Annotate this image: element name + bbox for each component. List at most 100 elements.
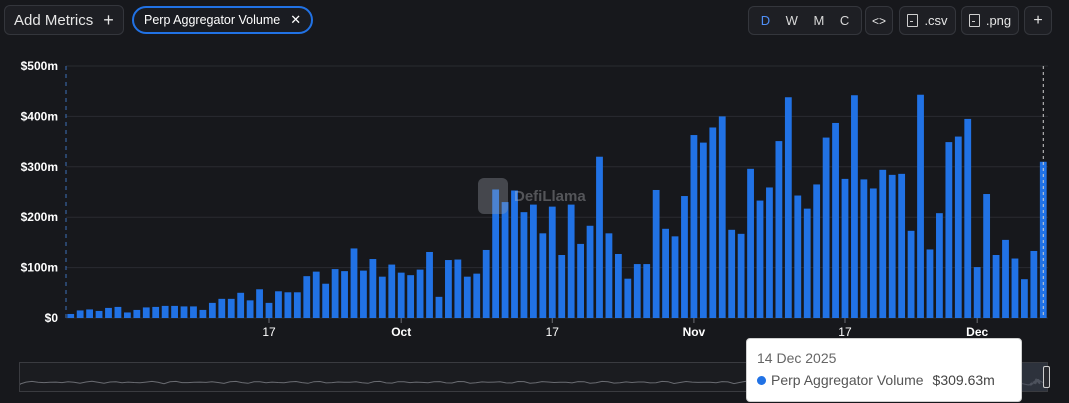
bar xyxy=(501,202,509,318)
embed-button[interactable]: <> xyxy=(865,6,893,35)
period-week-button[interactable]: W xyxy=(785,13,798,28)
bar xyxy=(718,116,726,319)
bar xyxy=(766,187,773,318)
y-tick-label: $100m xyxy=(21,261,58,275)
bar xyxy=(945,142,953,318)
more-options-button[interactable]: + xyxy=(1024,6,1052,35)
bar xyxy=(1011,258,1019,318)
bar xyxy=(1002,239,1009,318)
y-tick-label: $400m xyxy=(21,109,58,123)
tooltip-value: $309.63m xyxy=(932,372,995,388)
bar xyxy=(293,292,301,318)
bar xyxy=(747,168,754,318)
close-icon[interactable]: ✕ xyxy=(290,12,302,27)
bar xyxy=(275,291,282,318)
bar xyxy=(699,142,707,318)
bar xyxy=(114,306,122,318)
bar xyxy=(1030,250,1038,318)
bar xyxy=(529,204,537,318)
bar xyxy=(605,233,613,318)
x-tick-label: 17 xyxy=(262,325,276,339)
period-toggle: D W M C xyxy=(748,6,862,35)
plus-icon: + xyxy=(103,10,114,30)
y-tick-label: $0 xyxy=(45,311,59,325)
bar xyxy=(879,169,887,318)
bar xyxy=(520,212,528,318)
bar xyxy=(671,236,679,318)
bar xyxy=(888,174,896,318)
bar xyxy=(558,255,566,318)
period-month-button[interactable]: M xyxy=(813,13,825,28)
bar xyxy=(1039,161,1047,318)
bar xyxy=(614,253,622,318)
png-label: .png xyxy=(985,13,1012,28)
bar xyxy=(690,135,698,318)
bar xyxy=(586,225,594,318)
bar xyxy=(123,312,131,318)
x-tick-label: Dec xyxy=(966,325,988,339)
bar xyxy=(133,309,141,318)
brush-handle[interactable] xyxy=(1043,366,1050,388)
bar xyxy=(407,275,415,318)
bar xyxy=(482,249,490,318)
bar xyxy=(926,249,934,318)
bar xyxy=(190,306,197,318)
bar xyxy=(95,310,103,318)
bar xyxy=(435,296,443,318)
series-dot xyxy=(757,375,766,385)
bar xyxy=(596,156,603,318)
bar-chart[interactable]: $0 $100m $200m $300m $400m $500m 17 Oct 17 Nov 17 D… xyxy=(0,42,1069,362)
tooltip-row: Perp Aggregator Volume $309.63m xyxy=(757,372,1011,388)
bar xyxy=(813,184,821,318)
bar xyxy=(86,309,94,318)
bar xyxy=(312,271,320,318)
bar xyxy=(161,305,169,318)
bar xyxy=(265,302,273,318)
bar xyxy=(303,276,311,318)
bar xyxy=(341,271,348,318)
bar xyxy=(511,190,518,318)
y-tick-label: $200m xyxy=(21,210,58,224)
y-tick-label: $500m xyxy=(21,59,58,73)
bar xyxy=(152,306,160,318)
download-csv-button[interactable]: .csv xyxy=(899,6,956,35)
y-tick-label: $300m xyxy=(21,160,58,174)
bar xyxy=(180,306,188,318)
bar xyxy=(633,264,641,318)
metric-chip[interactable]: Perp Aggregator Volume ✕ xyxy=(132,6,314,34)
bar xyxy=(936,213,943,318)
bar xyxy=(473,273,481,318)
bar xyxy=(548,206,556,318)
toolbar: Add Metrics + Perp Aggregator Volume ✕ D… xyxy=(0,0,1069,42)
bar xyxy=(397,272,405,318)
bar xyxy=(492,189,500,318)
code-icon: <> xyxy=(871,13,886,28)
bar xyxy=(643,264,651,318)
bar xyxy=(973,267,981,318)
bar xyxy=(784,97,792,318)
bar xyxy=(426,251,433,318)
bar xyxy=(577,243,585,318)
download-png-button[interactable]: .png xyxy=(961,6,1019,35)
x-tick-label: 17 xyxy=(546,325,560,339)
add-metrics-label: Add Metrics xyxy=(14,11,94,29)
tooltip-date: 14 Dec 2025 xyxy=(757,350,837,366)
bar xyxy=(907,230,915,318)
bar xyxy=(983,194,991,318)
tooltip-series-name: Perp Aggregator Volume xyxy=(771,372,924,388)
period-cumulative-button[interactable]: C xyxy=(839,13,850,28)
bar xyxy=(917,94,924,318)
bar xyxy=(369,259,377,318)
csv-label: .csv xyxy=(924,13,948,28)
bar xyxy=(756,200,764,318)
bar xyxy=(208,302,216,318)
x-tick-label: Nov xyxy=(683,325,706,339)
add-metrics-button[interactable]: Add Metrics + xyxy=(4,5,124,35)
brush-selection xyxy=(1020,363,1047,391)
bar xyxy=(322,283,330,318)
bar xyxy=(246,300,254,318)
period-day-button[interactable]: D xyxy=(760,13,771,28)
bar xyxy=(454,259,462,318)
bar xyxy=(218,298,226,318)
bar xyxy=(360,270,367,318)
